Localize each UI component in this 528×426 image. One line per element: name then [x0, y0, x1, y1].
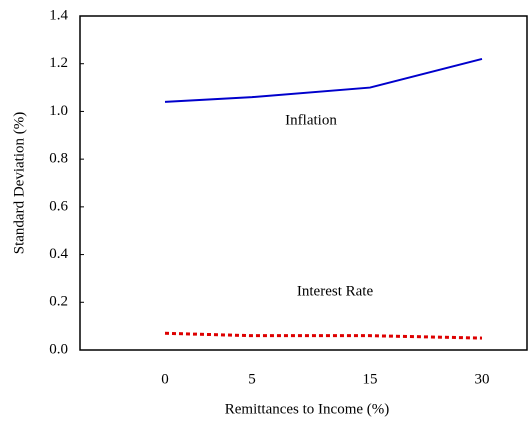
y-tick-label: 0.0	[49, 341, 68, 357]
plot-frame	[79, 15, 528, 351]
x-tick-label: 30	[475, 371, 490, 387]
y-tick-label: 0.2	[49, 294, 68, 310]
x-axis-label: Remittances to Income (%)	[225, 401, 390, 417]
y-axis-label: Standard Deviation (%)	[11, 112, 27, 254]
x-tick-label: 15	[363, 371, 378, 387]
y-tick-label: 1.0	[49, 103, 68, 119]
series-label: Inflation	[285, 112, 337, 128]
y-tick-label: 0.4	[49, 246, 68, 262]
y-tick-label: 1.4	[49, 7, 68, 23]
series-label: Interest Rate	[297, 283, 374, 299]
series-line	[164, 331, 483, 340]
y-tick-label: 1.2	[49, 55, 68, 71]
x-tick-label: 0	[161, 371, 169, 387]
y-tick-label: 0.8	[49, 151, 68, 167]
x-tick-label: 5	[248, 371, 256, 387]
series-line	[164, 57, 483, 103]
y-tick-label: 0.6	[49, 198, 68, 214]
